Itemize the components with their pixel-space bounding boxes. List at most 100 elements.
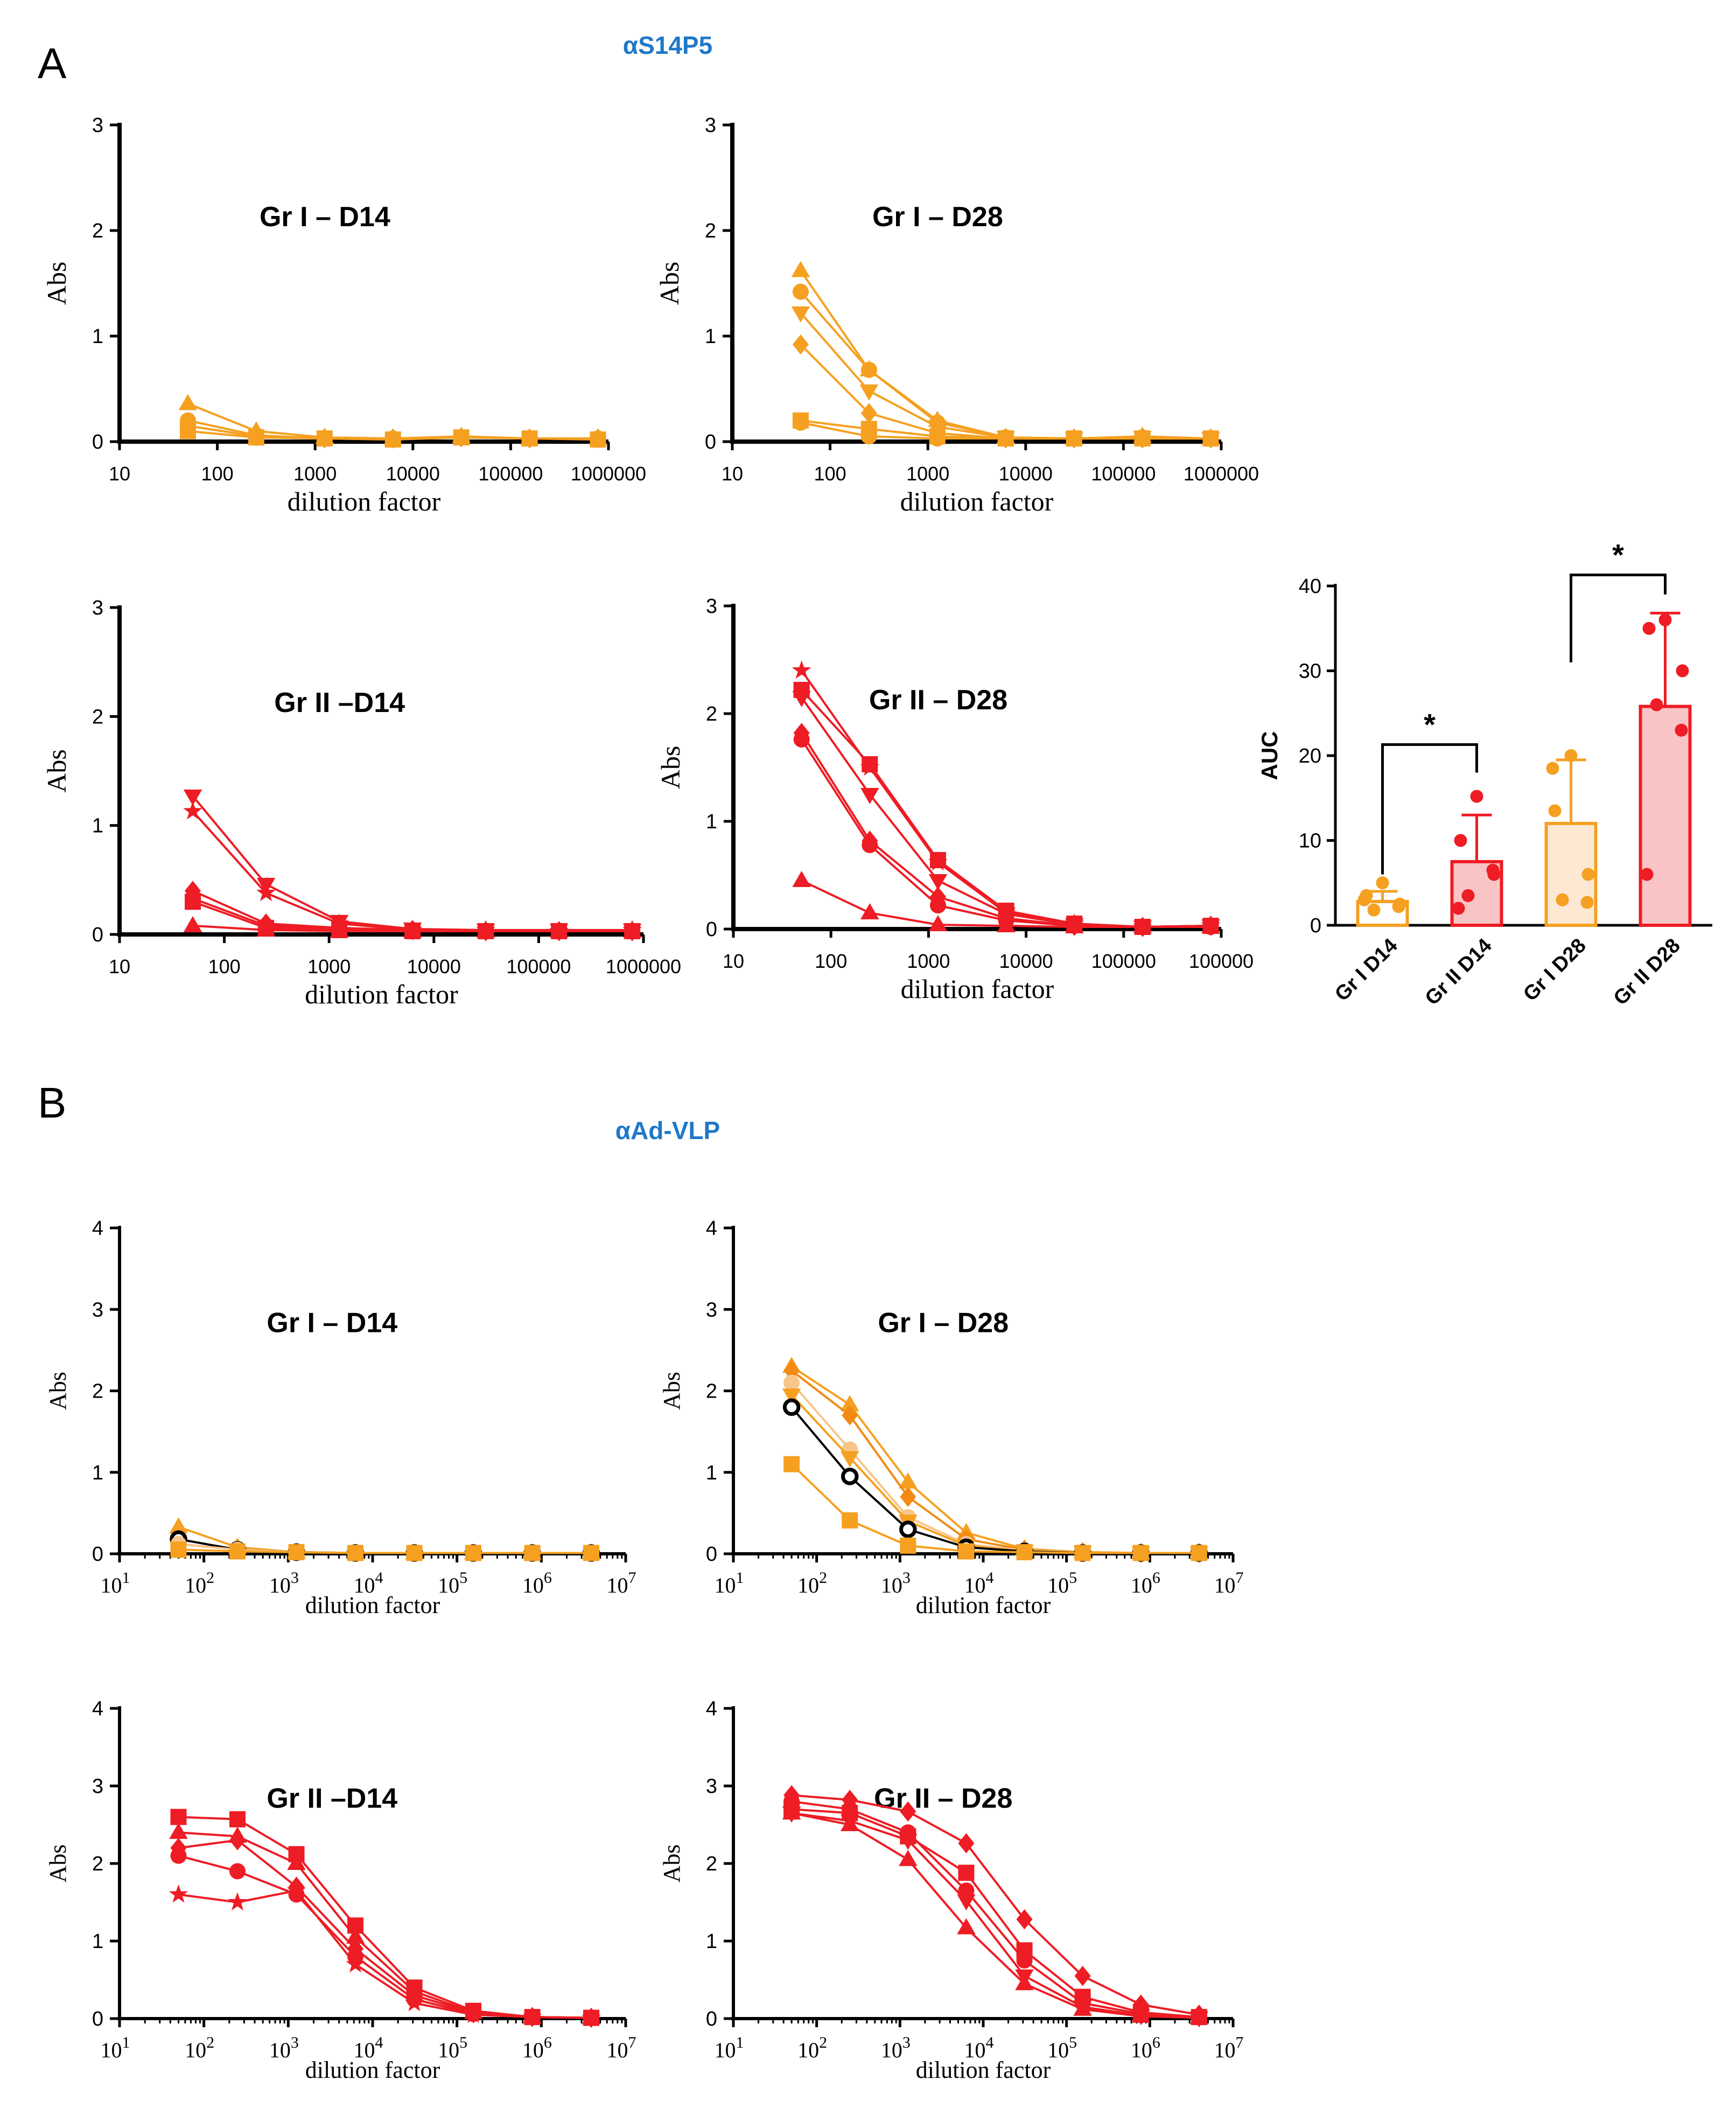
x-tick-label: 10000 [407,955,461,978]
x-axis-label: dilution factor [288,486,441,516]
chart-a3: 0 1 2 3 10 100 1000 10000 100000 1000000 Abs diluti… [41,597,681,1009]
data-point [1066,430,1082,447]
x-tick-label: 101 [101,1569,130,1597]
y-tick-label: 2 [92,220,103,242]
data-point [346,1927,365,1944]
series-line [800,291,1211,440]
y-tick-label: 1 [706,811,717,833]
y-tick-label: 3 [706,1299,717,1321]
data-point [1454,834,1467,847]
data-point [406,1545,423,1561]
data-point [1392,900,1405,913]
chart-title: Gr I – D28 [872,201,1003,233]
x-tick-label: 10 [722,463,743,485]
series-line [801,689,1211,929]
series-s4 [782,1806,1209,2028]
data-point [840,1815,859,1831]
x-tick-label: 10000 [386,463,440,485]
y-axis-label: AUC [1257,731,1282,780]
data-point [782,1398,801,1416]
x-tick-label: 102 [797,2034,827,2062]
series-s6 [183,916,642,938]
y-tick-label: 4 [706,1217,717,1240]
data-point [782,1803,801,1820]
data-point [1074,1966,1091,1986]
data-point [783,1456,800,1472]
data-point [169,1823,188,1839]
x-tick-label: 105 [438,2034,467,2062]
data-point [792,691,811,707]
data-point [792,871,811,887]
y-axis-label: Abs [45,1845,71,1883]
data-point [582,2007,601,2026]
x-tick-label: 100000 [1189,950,1254,972]
data-point [928,915,948,931]
data-point [1133,917,1152,933]
x-tick-label: 101 [715,2034,744,2062]
category-label: Gr I D14 [1331,934,1402,1006]
x-tick-label: 1000000 [606,955,681,978]
series-s2 [169,1823,601,2025]
data-point [1470,790,1483,803]
x-tick-label: 100 [201,463,234,485]
data-point [384,431,401,448]
data-point [622,921,642,938]
data-point [185,894,201,910]
data-point [860,361,877,378]
data-point [1642,622,1656,635]
chart-b3: 0 1 2 3 4 101 102 103 104 105 106 107 Abs dilution fa… [45,1698,636,2083]
series-s1 [791,261,1220,445]
data-point [404,1993,424,2012]
x-tick-label: 102 [797,1569,827,1597]
y-tick-label: 3 [92,1299,103,1321]
series-line [791,1808,1200,2019]
data-point [170,1809,187,1825]
data-point [288,1544,305,1560]
data-point [1675,723,1688,737]
x-tick-label: 107 [607,1569,636,1597]
series-line [178,1816,592,2019]
data-point [256,920,276,937]
x-tick-label: 103 [269,1569,299,1597]
data-point [1461,889,1475,902]
data-point [1650,698,1663,711]
series-line [801,696,1211,929]
data-point [958,1833,975,1854]
y-axis-label: Abs [45,1372,71,1410]
bar-group [1639,611,1692,927]
series-s3 [170,1830,600,2028]
data-point [900,1486,916,1507]
x-tick-label: 102 [185,2034,214,2062]
data-point [229,1863,246,1880]
data-point [524,1545,541,1561]
series-line [791,1794,1200,2016]
category-label: Gr II D28 [1609,934,1685,1010]
data-point [860,788,879,804]
series-s2 [792,283,1219,447]
x-tick-label: 104 [964,1569,994,1597]
x-tick-label: 1000 [906,463,949,485]
data-point [1367,903,1381,917]
data-point [521,430,538,447]
data-point [1016,1544,1033,1560]
bar [1450,860,1503,927]
data-point [1202,430,1219,447]
data-point [1016,1909,1033,1930]
y-tick-label: 2 [92,706,103,728]
data-point [1074,1545,1091,1561]
x-axis-label: dilution factor [901,974,1054,1004]
x-tick-label: 103 [881,1569,911,1597]
y-tick-label: 3 [92,114,103,137]
category-label: Gr I D28 [1519,934,1591,1006]
series-s3 [792,691,1220,937]
data-point [1016,1942,1033,1959]
y-axis-label: Abs [41,749,72,793]
data-point [248,429,264,446]
chart-title: Gr II –D14 [267,1783,397,1814]
data-point [842,1405,858,1426]
y-tick-label: 20 [1299,745,1321,767]
data-point [183,916,202,932]
series-s4 [170,1847,600,2026]
